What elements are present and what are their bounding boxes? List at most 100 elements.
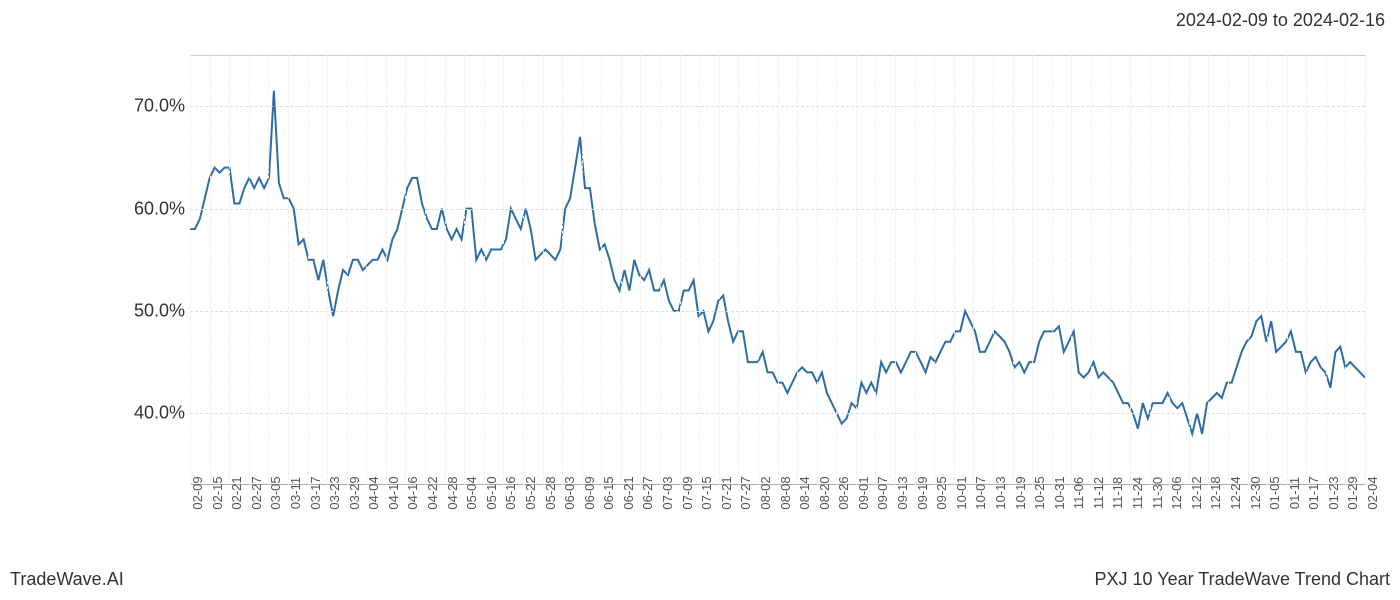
x-tick-label: 12-24 [1228, 476, 1243, 509]
x-gridline [523, 55, 524, 485]
x-tick-label: 09-25 [934, 476, 949, 509]
x-gridline [1150, 55, 1151, 485]
x-tick-label: 08-14 [797, 476, 812, 509]
x-tick-label: 11-24 [1130, 477, 1145, 509]
x-tick-label: 05-10 [484, 476, 499, 509]
x-gridline [836, 55, 837, 485]
x-gridline [562, 55, 563, 485]
x-tick-label: 12-30 [1248, 476, 1263, 509]
x-gridline [1071, 55, 1072, 485]
date-range: 2024-02-09 to 2024-02-16 [1176, 10, 1385, 31]
x-gridline [601, 55, 602, 485]
x-gridline [699, 55, 700, 485]
y-tick-label: 50.0% [134, 300, 185, 321]
x-gridline [464, 55, 465, 485]
x-gridline [954, 55, 955, 485]
x-tick-label: 02-27 [249, 476, 264, 509]
x-tick-label: 10-07 [973, 476, 988, 509]
x-gridline [1189, 55, 1190, 485]
x-tick-label: 01-17 [1306, 476, 1321, 509]
x-tick-label: 04-16 [405, 476, 420, 509]
x-gridline [1306, 55, 1307, 485]
x-tick-label: 01-05 [1267, 476, 1282, 509]
x-gridline [484, 55, 485, 485]
y-tick-label: 40.0% [134, 403, 185, 424]
x-gridline [1365, 55, 1366, 485]
x-tick-label: 11-18 [1110, 477, 1125, 509]
x-tick-label: 06-09 [582, 476, 597, 509]
x-tick-label: 09-01 [856, 476, 871, 509]
x-gridline [719, 55, 720, 485]
y-tick-label: 60.0% [134, 198, 185, 219]
x-tick-label: 08-26 [836, 476, 851, 509]
x-tick-label: 03-17 [308, 476, 323, 509]
x-tick-label: 06-03 [562, 476, 577, 509]
x-gridline [1287, 55, 1288, 485]
x-tick-label: 04-04 [366, 476, 381, 509]
x-gridline [1248, 55, 1249, 485]
x-tick-label: 07-27 [738, 476, 753, 509]
x-gridline [640, 55, 641, 485]
x-tick-label: 03-29 [347, 476, 362, 509]
x-gridline [1013, 55, 1014, 485]
x-tick-label: 03-05 [268, 476, 283, 509]
x-tick-label: 01-23 [1326, 476, 1341, 509]
x-gridline [425, 55, 426, 485]
footer-title: PXJ 10 Year TradeWave Trend Chart [1095, 569, 1391, 590]
x-gridline [973, 55, 974, 485]
x-gridline [621, 55, 622, 485]
x-gridline [934, 55, 935, 485]
footer-brand: TradeWave.AI [10, 569, 124, 590]
x-tick-label: 05-04 [464, 476, 479, 509]
x-tick-label: 10-01 [954, 476, 969, 509]
x-gridline [210, 55, 211, 485]
x-tick-label: 02-09 [190, 476, 205, 509]
x-gridline [758, 55, 759, 485]
x-gridline [582, 55, 583, 485]
x-tick-label: 03-23 [327, 476, 342, 509]
x-tick-label: 07-09 [680, 476, 695, 509]
x-tick-label: 12-12 [1189, 476, 1204, 509]
x-tick-label: 12-06 [1169, 476, 1184, 509]
x-gridline [347, 55, 348, 485]
x-tick-label: 12-18 [1208, 476, 1223, 509]
x-gridline [1032, 55, 1033, 485]
x-tick-label: 02-21 [229, 476, 244, 509]
x-gridline [1267, 55, 1268, 485]
x-tick-label: 10-13 [993, 476, 1008, 509]
x-gridline [895, 55, 896, 485]
x-tick-label: 11-12 [1091, 477, 1106, 509]
x-tick-label: 10-19 [1013, 476, 1028, 509]
x-gridline [1130, 55, 1131, 485]
x-tick-label: 09-19 [915, 476, 930, 509]
x-tick-label: 01-11 [1287, 477, 1302, 509]
x-gridline [288, 55, 289, 485]
x-tick-label: 10-31 [1052, 476, 1067, 509]
x-tick-label: 07-03 [660, 476, 675, 509]
x-gridline [1228, 55, 1229, 485]
x-gridline [1326, 55, 1327, 485]
x-gridline [856, 55, 857, 485]
x-tick-label: 08-02 [758, 476, 773, 509]
x-tick-label: 06-21 [621, 476, 636, 509]
x-tick-label: 02-15 [210, 476, 225, 509]
x-gridline [1110, 55, 1111, 485]
x-gridline [1091, 55, 1092, 485]
x-gridline [543, 55, 544, 485]
x-tick-label: 03-11 [288, 477, 303, 509]
x-tick-label: 05-22 [523, 476, 538, 509]
x-gridline [445, 55, 446, 485]
x-tick-label: 06-27 [640, 476, 655, 509]
x-tick-label: 04-28 [445, 476, 460, 509]
x-gridline [190, 55, 191, 485]
x-gridline [738, 55, 739, 485]
x-gridline [875, 55, 876, 485]
x-gridline [268, 55, 269, 485]
trend-chart: 40.0%50.0%60.0%70.0%02-0902-1502-2102-27… [130, 55, 1375, 485]
x-gridline [680, 55, 681, 485]
x-gridline [249, 55, 250, 485]
x-tick-label: 05-16 [503, 476, 518, 509]
x-gridline [993, 55, 994, 485]
x-tick-label: 07-21 [719, 476, 734, 509]
x-tick-label: 04-22 [425, 476, 440, 509]
